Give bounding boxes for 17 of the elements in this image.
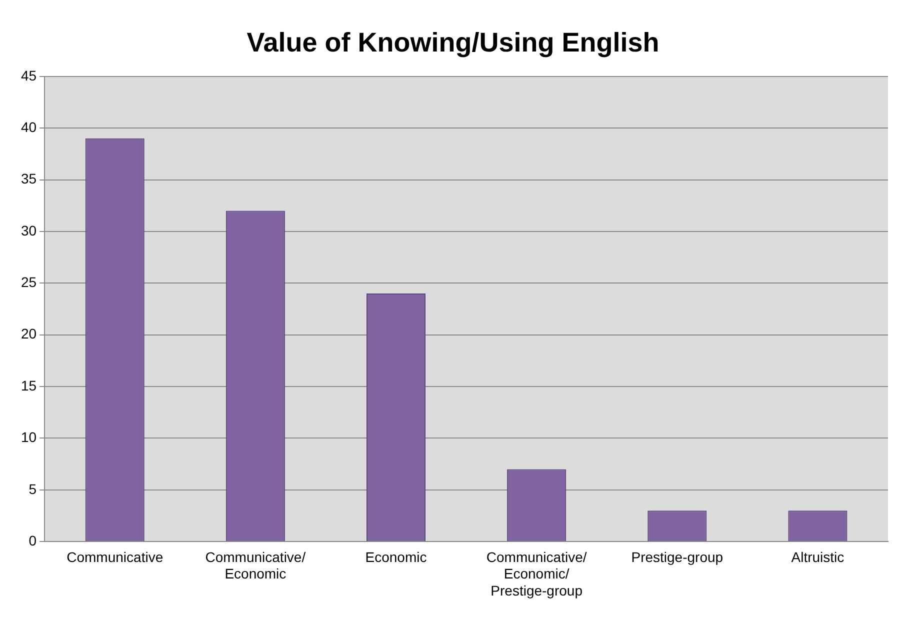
x-tick-label: Communicative/ Economic (205, 548, 306, 582)
x-tick-label: Communicative/ Economic/ Prestige-group (486, 548, 587, 598)
x-tick-label: Prestige-group (631, 548, 724, 565)
y-tick-label: 40 (20, 118, 37, 135)
x-tick-label: Altruistic (791, 548, 844, 565)
y-tick-label: 15 (20, 377, 37, 394)
y-tick-label: 25 (20, 274, 37, 290)
y-tick-label: 45 (20, 67, 37, 84)
x-tick-label: Communicative (66, 548, 164, 565)
y-tick-label: 10 (20, 429, 37, 446)
chart-title: Value of Knowing/Using English (246, 28, 660, 58)
y-tick-label: 20 (20, 326, 37, 342)
y-tick-label: 35 (20, 170, 37, 187)
y-tick-label: 5 (28, 480, 37, 497)
y-tick-label: 0 (28, 532, 37, 548)
x-tick-label: Economic (365, 548, 427, 565)
y-tick-label: 30 (20, 222, 37, 238)
